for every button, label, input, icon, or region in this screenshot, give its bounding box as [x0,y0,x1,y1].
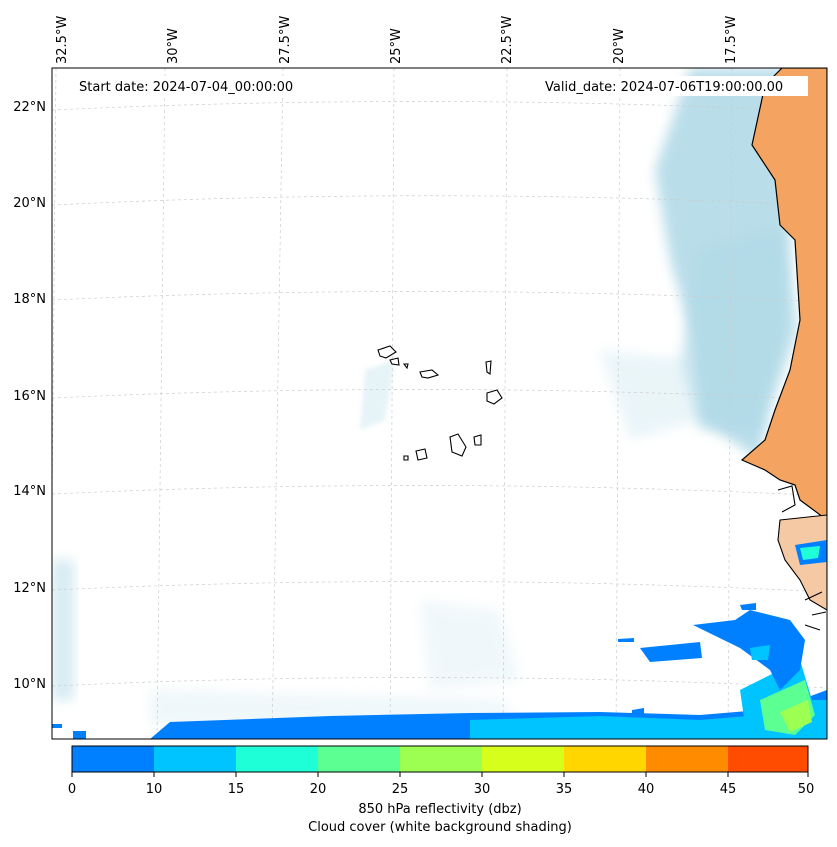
latitude-labels: 22°N 20°N 18°N 16°N 14°N 12°N 10°N [13,100,46,692]
colorbar-tick-label: 30 [474,782,491,797]
valid-date-label: Valid_date: 2024-07-06T19:00:00.00 [545,80,783,95]
lon-label: 27.5°W [278,16,293,64]
colorbar-segment [646,746,728,772]
map-panel: Start date: 2024-07-04_00:00:00 Valid_da… [52,68,827,739]
start-date-label: Start date: 2024-07-04_00:00:00 [79,80,293,95]
colorbar-segment [400,746,482,772]
colorbar-tick-label: 0 [68,782,76,797]
africa-land [740,68,827,521]
lon-label: 20°W [612,28,627,64]
coastline-detail [777,485,827,631]
lon-label: 32.5°W [55,16,70,64]
colorbar-ticks [71,772,809,777]
colorbar-tick-label: 20 [310,782,327,797]
lon-label: 30°W [166,28,181,64]
lon-label: 17.5°W [724,16,739,64]
colorbar: 0 10 15 20 25 30 35 40 45 50 850 hPa ref… [68,745,815,835]
lat-label: 16°N [13,389,46,404]
lon-label: 22.5°W [500,16,515,64]
lat-label: 20°N [13,196,46,211]
lon-label: 25°W [389,28,404,64]
lat-label: 12°N [13,581,46,596]
colorbar-tick-label: 50 [798,782,815,797]
colorbar-frame [71,745,809,773]
colorbar-sublabel: Cloud cover (white background shading) [308,820,572,835]
map-frame [51,67,828,740]
colorbar-tick-label: 10 [146,782,163,797]
reflectivity-field [52,540,827,739]
colorbar-segment [482,746,564,772]
longitude-labels: 32.5°W 30°W 27.5°W 25°W 22.5°W 20°W 17.5… [55,16,739,64]
colorbar-tick-label: 15 [228,782,245,797]
colorbar-segment [236,746,318,772]
colorbar-segment [728,746,808,772]
lat-label: 22°N [13,100,46,115]
colorbar-segment [154,746,236,772]
start-date-box [72,76,317,96]
colorbar-segment [318,746,400,772]
colorbar-label: 850 hPa reflectivity (dbz) [358,802,521,817]
colorbar-tick-label: 25 [392,782,409,797]
colorbar-segment [564,746,646,772]
cape-verde-islands [377,345,503,461]
cloud-cover-shading [52,68,800,725]
lat-label: 14°N [13,484,46,499]
colorbar-tick-label: 45 [720,782,737,797]
lat-label: 18°N [13,292,46,307]
colorbar-tick-label: 40 [638,782,655,797]
valid-date-box [538,76,808,96]
lat-label: 10°N [13,677,46,692]
colorbar-segment [72,746,154,772]
colorbar-tick-label: 35 [556,782,573,797]
